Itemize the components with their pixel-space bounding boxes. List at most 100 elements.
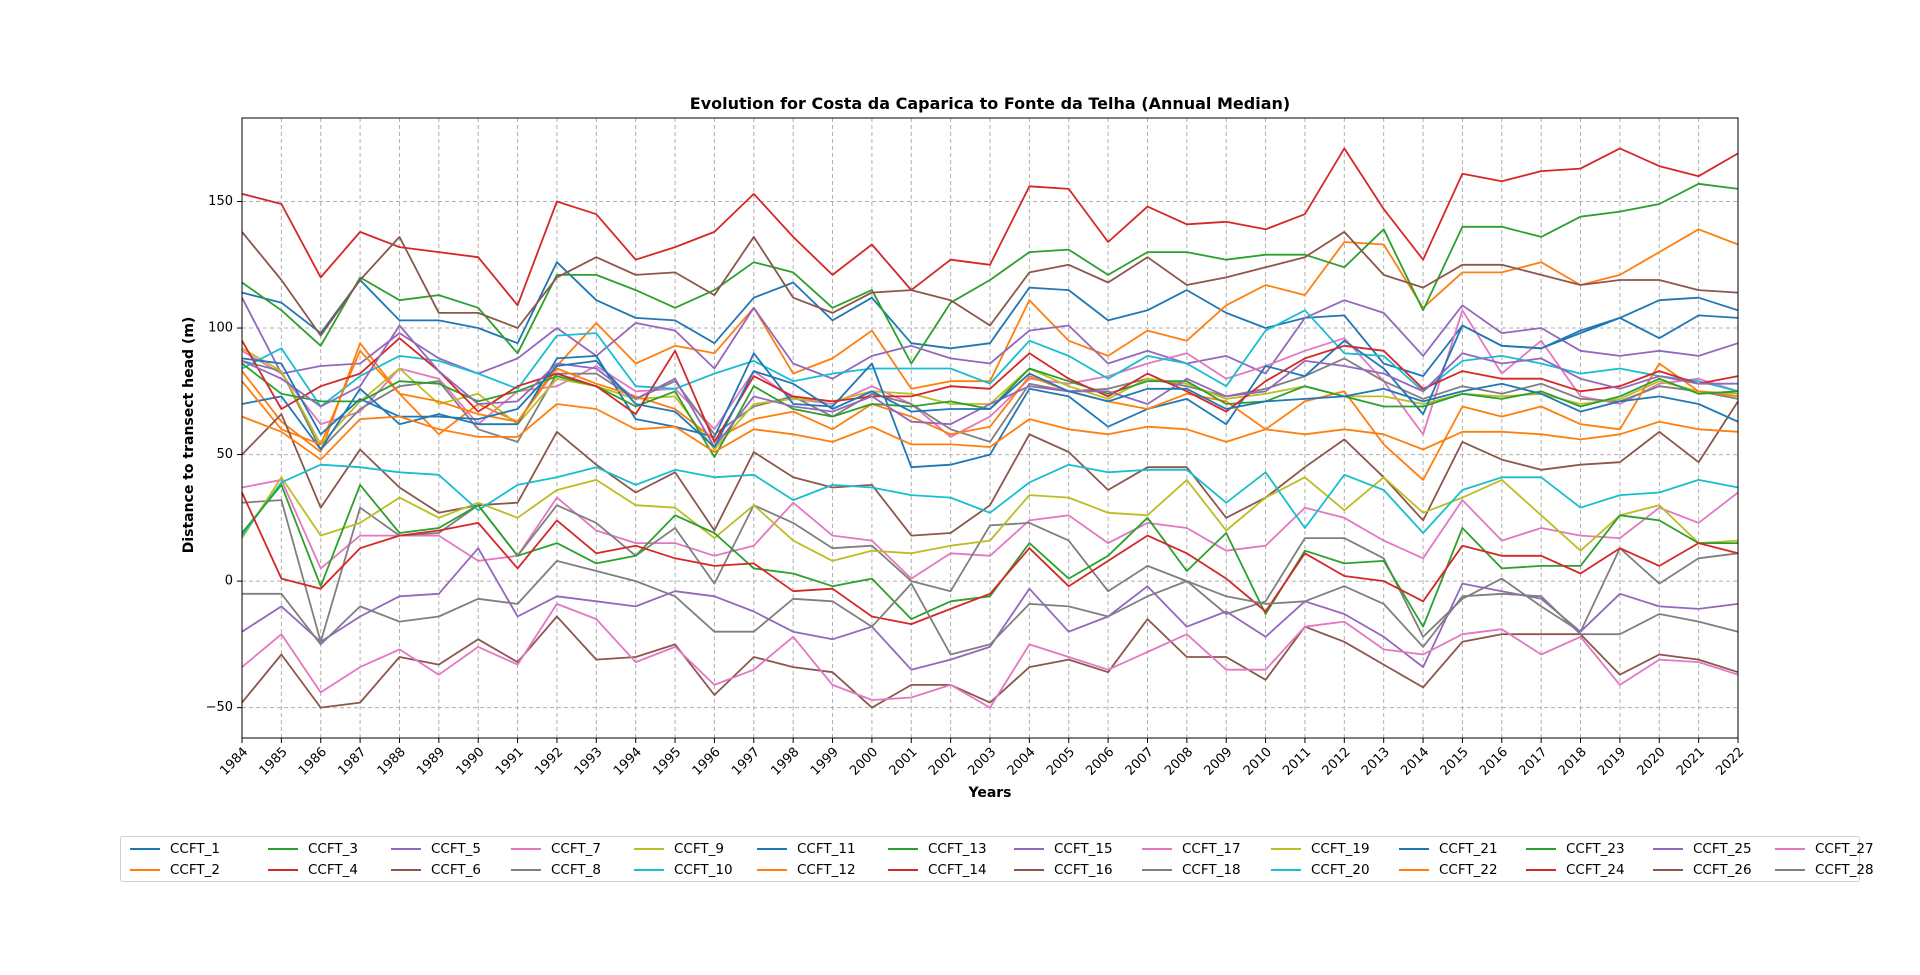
x-tick-label: 2005 [1044,745,1078,779]
x-tick-label: 2016 [1477,745,1511,779]
legend-label: CCFT_8 [551,862,601,878]
series-line-ccft-25 [241,547,1739,671]
series-line-ccft-8 [241,357,1739,451]
x-tick-label: 2020 [1635,745,1669,779]
series-line-ccft-21 [241,357,1739,448]
legend-item-ccft-16: CCFT_16 [1014,860,1113,880]
legend-item-ccft-18: CCFT_18 [1142,860,1241,880]
legend-item-ccft-21: CCFT_21 [1399,839,1498,859]
legend-swatch [757,869,787,871]
legend-swatch [888,869,918,871]
legend-swatch [634,869,664,871]
legend-label: CCFT_27 [1815,841,1874,857]
legend-label: CCFT_14 [928,862,987,878]
legend-label: CCFT_4 [308,862,358,878]
legend-label: CCFT_21 [1439,841,1498,857]
legend-swatch [268,869,298,871]
y-tick-label: −50 [206,700,233,715]
legend-item-ccft-13: CCFT_13 [888,839,987,859]
series-line-ccft-4 [241,147,1739,307]
legend-label: CCFT_19 [1311,841,1370,857]
x-tick-label: 2009 [1202,745,1236,779]
series-line-ccft-17 [241,478,1739,580]
legend-swatch [511,848,541,850]
x-tick-label: 2019 [1595,745,1629,779]
x-tick-label: 1989 [414,745,448,779]
legend-item-ccft-26: CCFT_26 [1653,860,1752,880]
series-line-ccft-10 [241,309,1739,408]
legend-swatch [1014,869,1044,871]
x-tick-label: 2001 [887,745,921,779]
legend-item-ccft-5: CCFT_5 [391,839,481,859]
x-tick-label: 2013 [1359,745,1393,779]
legend-swatch [1014,848,1044,850]
legend-item-ccft-6: CCFT_6 [391,860,481,880]
legend-swatch [1526,869,1556,871]
legend-item-ccft-28: CCFT_28 [1775,860,1874,880]
legend-swatch [1399,869,1429,871]
axes: 1984 1985 1986 1987 1988 1989 1990 1991 1992 1993… [206,117,1747,779]
x-tick-label: 2010 [1241,745,1275,779]
legend-swatch [130,848,160,850]
y-tick-label: 100 [208,321,233,336]
legend-label: CCFT_12 [797,862,856,878]
series-line-ccft-28 [242,560,1739,656]
legend-item-ccft-23: CCFT_23 [1526,839,1625,859]
legend-swatch [391,848,421,850]
legend-label: CCFT_23 [1566,841,1625,857]
x-tick-label: 1993 [572,745,606,779]
series-line-ccft-22 [241,403,1739,461]
legend-label: CCFT_1 [170,841,220,857]
legend-swatch [1526,848,1556,850]
legend-label: CCFT_25 [1693,841,1752,857]
x-tick-label: 2015 [1438,745,1472,779]
x-tick-label: 2000 [847,745,881,779]
series-line-ccft-5 [241,297,1739,380]
series-line-ccft-20 [241,463,1739,537]
legend-label: CCFT_2 [170,862,220,878]
series-line-ccft-15 [241,324,1738,448]
series-line-ccft-19 [241,476,1739,562]
legend-label: CCFT_22 [1439,862,1498,878]
x-tick-label: 2006 [1083,745,1117,779]
series-line-ccft-23 [241,483,1738,628]
legend-label: CCFT_20 [1311,862,1370,878]
x-tick-label: 1991 [493,745,527,779]
series-layer [241,147,1739,709]
legend-item-ccft-3: CCFT_3 [268,839,358,859]
x-tick-label: 1994 [611,745,645,779]
legend-item-ccft-8: CCFT_8 [511,860,601,880]
x-tick-label: 2021 [1674,745,1708,779]
x-tick-label: 1996 [690,745,724,779]
x-tick-label: 1992 [532,745,566,779]
legend-item-ccft-4: CCFT_4 [268,860,358,880]
x-tick-label: 1987 [335,745,369,779]
x-tick-label: 1999 [808,745,842,779]
legend-label: CCFT_16 [1054,862,1113,878]
legend-label: CCFT_7 [551,841,601,857]
legend-swatch [1775,848,1805,850]
legend-item-ccft-17: CCFT_17 [1142,839,1241,859]
legend-swatch [1271,848,1301,850]
legend-item-ccft-12: CCFT_12 [757,860,856,880]
x-tick-label: 1985 [257,745,291,779]
legend-swatch [634,848,664,850]
legend-swatch [391,869,421,871]
legend-item-ccft-7: CCFT_7 [511,839,601,859]
x-tick-label: 1995 [650,745,684,779]
legend-swatch [1142,869,1172,871]
legend-item-ccft-19: CCFT_19 [1271,839,1370,859]
legend-item-ccft-14: CCFT_14 [888,860,987,880]
legend-swatch [1775,869,1805,871]
x-tick-label: 1988 [375,745,409,779]
legend-label: CCFT_15 [1054,841,1113,857]
legend-label: CCFT_18 [1182,862,1241,878]
x-tick-label: 2012 [1320,745,1354,779]
legend-swatch [1142,848,1172,850]
legend-label: CCFT_24 [1566,862,1625,878]
legend-item-ccft-25: CCFT_25 [1653,839,1752,859]
x-tick-label: 2007 [1123,745,1157,779]
series-line-ccft-7 [241,309,1739,438]
legend-item-ccft-20: CCFT_20 [1271,860,1370,880]
